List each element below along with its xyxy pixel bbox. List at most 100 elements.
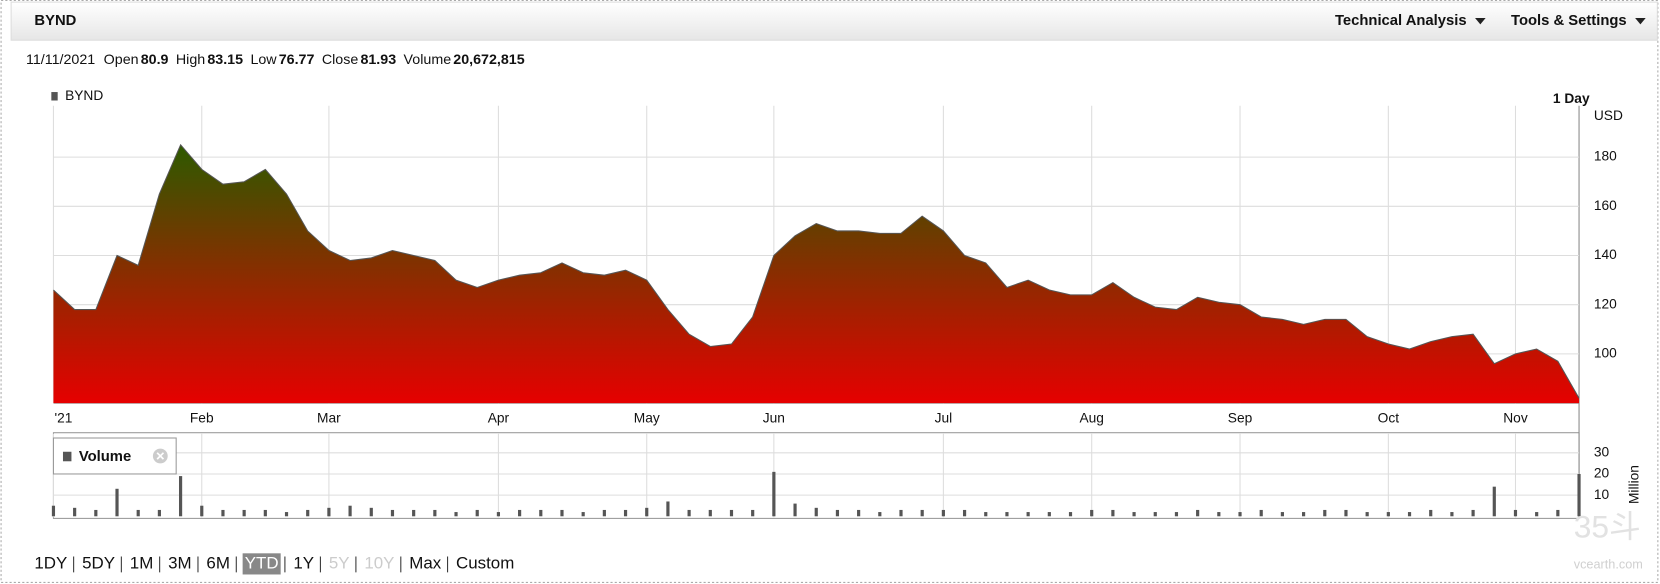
volume-bar: [348, 505, 352, 517]
quote-label: Close: [322, 52, 359, 68]
y-tick-label: 160: [1594, 198, 1617, 213]
price-line: [53, 143, 1580, 399]
volume-bar: [1556, 509, 1560, 517]
range-button[interactable]: 5DY: [82, 553, 115, 572]
y-tick-label: 140: [1594, 247, 1617, 262]
x-tick-label: Sep: [1228, 411, 1253, 426]
range-button[interactable]: YTD: [245, 553, 279, 572]
volume-bar: [200, 505, 204, 517]
volume-bar: [729, 509, 734, 517]
y-tick-label: 30: [1594, 444, 1610, 459]
range-button[interactable]: 1M: [130, 553, 154, 572]
price-area: [53, 144, 1580, 404]
volume-bar: [327, 507, 331, 517]
quote-label: Open: [104, 52, 139, 68]
volume-bar: [560, 509, 564, 517]
y-tick-label: 100: [1594, 346, 1617, 361]
volume-bar: [1577, 473, 1581, 517]
volume-bar: [1302, 512, 1306, 517]
volume-bar: [454, 512, 458, 517]
volume-bar: [306, 509, 310, 517]
y-axis-label: USD: [1594, 108, 1623, 123]
volume-bar: [390, 509, 395, 517]
volume-bar: [1068, 512, 1073, 517]
watermark-logo: 35斗: [1574, 508, 1641, 544]
y-tick-label: 10: [1594, 487, 1610, 502]
volume-bar: [51, 505, 56, 517]
range-button[interactable]: Max: [409, 553, 441, 572]
volume-bar: [962, 509, 967, 517]
y-tick-label: 180: [1594, 149, 1617, 164]
y-axis-label: Million: [1627, 465, 1642, 504]
volume-bar: [1471, 509, 1475, 517]
volume-bar: [666, 501, 670, 517]
volume-bar: [687, 509, 691, 517]
quote-value: 80.9: [141, 52, 169, 68]
menu[interactable]: Tools & Settings: [1511, 13, 1627, 29]
range-button: 5Y: [329, 553, 350, 572]
quote-value: 20,672,815: [453, 52, 524, 68]
quote-date: 11/11/2021: [26, 52, 95, 68]
volume-bar: [793, 503, 797, 517]
x-tick-label: Oct: [1378, 411, 1400, 426]
volume-bar: [1344, 509, 1348, 517]
volume-bar: [1132, 512, 1136, 517]
range-button[interactable]: 1DY: [34, 553, 67, 572]
range-active-bg: [242, 553, 281, 575]
volume-bar: [539, 509, 543, 517]
volume-bar: [1407, 512, 1412, 517]
volume-bar: [1153, 512, 1157, 517]
volume-bar: [1047, 512, 1051, 517]
x-tick-label: Nov: [1503, 411, 1528, 426]
volume-bar: [835, 509, 840, 517]
range-button[interactable]: 3M: [168, 553, 192, 572]
volume-bar: [73, 507, 77, 517]
x-tick-label: Aug: [1079, 411, 1103, 426]
y-tick-label: 20: [1594, 466, 1610, 481]
volume-bar: [1280, 512, 1284, 517]
dropdown-arrow[interactable]: [1635, 17, 1646, 25]
range-button[interactable]: 6M: [206, 553, 230, 572]
quote-label: Low: [250, 52, 277, 68]
x-tick-label: May: [634, 411, 660, 426]
volume-bar: [602, 509, 606, 517]
legend-close-x[interactable]: [156, 452, 165, 460]
legend-label: Volume: [79, 449, 131, 465]
volume-bar: [1429, 509, 1433, 517]
volume-bar: [1111, 509, 1115, 517]
volume-bar: [984, 512, 988, 517]
volume-bar: [1450, 512, 1454, 517]
volume-bar: [1513, 509, 1518, 517]
legend-label: BYND: [65, 88, 103, 103]
volume-bar: [178, 476, 183, 517]
range-button[interactable]: 1Y: [293, 553, 314, 572]
symbol: BYND: [34, 13, 76, 29]
header-bar: [10, 1, 1658, 41]
range-button[interactable]: Custom: [456, 553, 514, 572]
quote-label: Volume: [404, 52, 452, 68]
volume-bar: [221, 509, 225, 517]
volume-bar: [369, 507, 373, 517]
volume-bar: [1026, 512, 1030, 517]
x-tick-label: '21: [55, 411, 73, 426]
volume-bar: [1535, 512, 1539, 517]
quote-value: 81.93: [360, 52, 396, 68]
dropdown-arrow[interactable]: [1475, 17, 1486, 25]
legend-swatch: [51, 92, 58, 101]
volume-bar: [1492, 486, 1496, 517]
interval-label: 1 Day: [1553, 91, 1590, 106]
volume-bar: [1217, 512, 1221, 517]
y-tick-label: 120: [1594, 296, 1617, 311]
quote-value: 76.77: [279, 52, 315, 68]
range-button: 10Y: [364, 553, 394, 572]
volume-bar: [1259, 509, 1263, 517]
x-tick-label: Jun: [763, 411, 785, 426]
volume-bar: [899, 509, 903, 517]
menu[interactable]: Technical Analysis: [1335, 13, 1467, 29]
volume-bar: [136, 509, 140, 517]
volume-bar: [772, 471, 776, 517]
volume-bar: [920, 509, 924, 517]
volume-bar: [518, 509, 522, 517]
